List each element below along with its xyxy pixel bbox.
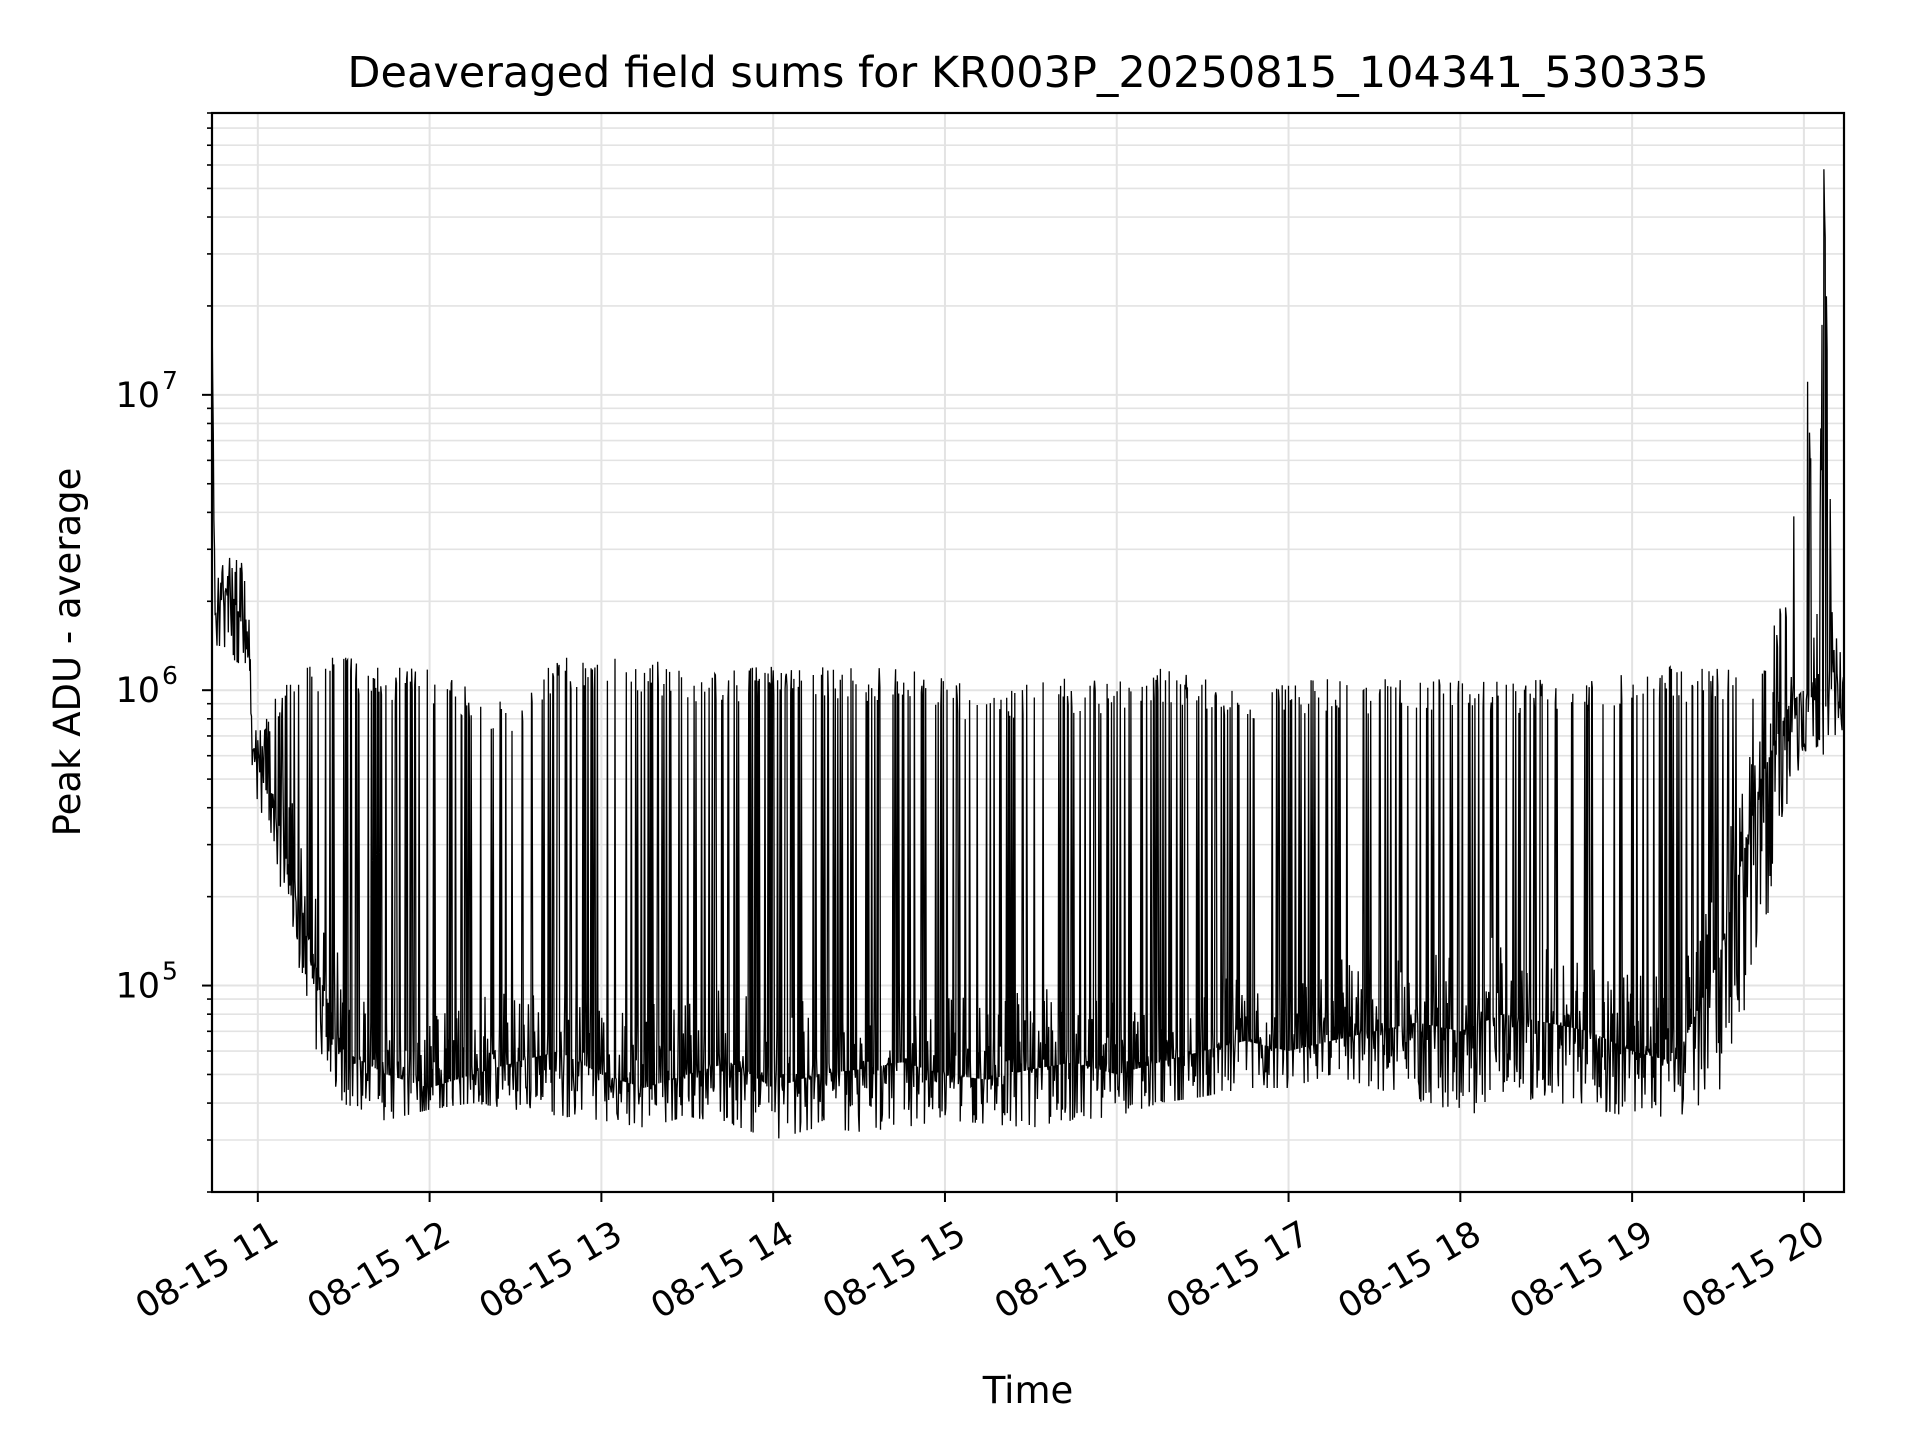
y-tick-label: 10 xyxy=(115,671,160,711)
series-area xyxy=(211,169,1845,1139)
y-tick-label: 10 xyxy=(115,376,160,416)
y-tick-label: 10 xyxy=(115,967,160,1007)
y-tick-exponent: 7 xyxy=(162,366,178,395)
series-line xyxy=(211,169,1845,1139)
y-tick-exponent: 5 xyxy=(162,957,178,986)
y-axis-label: Peak ADU - average xyxy=(46,468,89,837)
x-axis-label: Time xyxy=(982,1369,1074,1412)
plot-frame xyxy=(210,111,1846,1194)
y-tick-exponent: 6 xyxy=(162,661,178,690)
chart-title: Deaveraged field sums for KR003P_2025081… xyxy=(347,48,1708,98)
